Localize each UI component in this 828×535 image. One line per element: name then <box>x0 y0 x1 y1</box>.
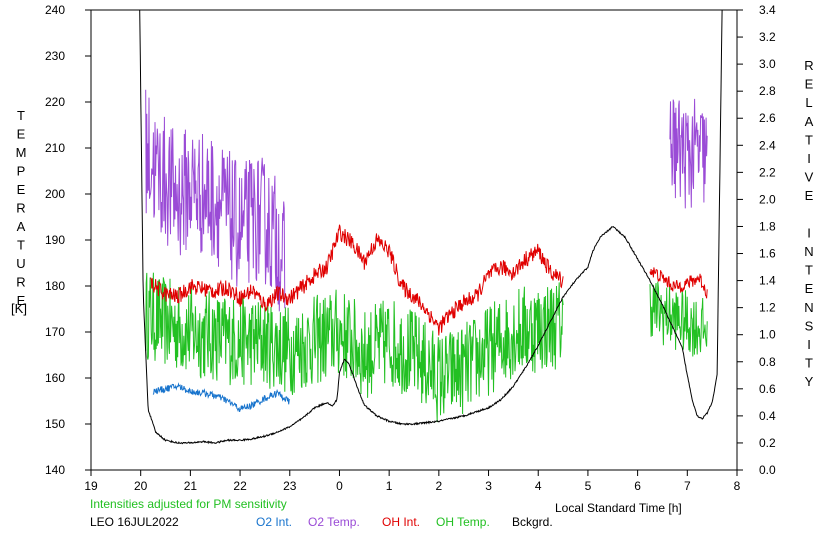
y-right-tick-label: 2.8 <box>759 84 776 98</box>
y-right-title-letter: I <box>807 151 811 166</box>
y-right-tick-label: 0.8 <box>759 355 776 369</box>
y-right-title-letter: T <box>805 263 813 278</box>
series-bckgrd <box>139 9 723 445</box>
y-left-tick-label: 180 <box>45 279 65 293</box>
x-tick-label: 0 <box>336 479 343 493</box>
legend-o2-int: O2 Int. <box>256 515 292 529</box>
y-right-title-letter: Y <box>805 374 814 389</box>
y-right-title-letter: V <box>805 170 814 185</box>
x-tick-label: 20 <box>134 479 148 493</box>
y-right-title-letter: E <box>805 281 814 296</box>
x-tick-label: 5 <box>585 479 592 493</box>
y-right-tick-label: 2.4 <box>759 138 776 152</box>
series-o2-int <box>152 382 291 413</box>
sensitivity-note: Intensities adjusted for PM sensitivity <box>90 497 287 511</box>
legend-bckgrd: Bckgrd. <box>512 515 553 529</box>
x-tick-label: 19 <box>84 479 98 493</box>
y-right-title-letter: S <box>805 318 814 333</box>
y-right-tick-label: 1.8 <box>759 219 776 233</box>
y-right-title-letter: T <box>805 356 813 371</box>
y-left-tick-label: 210 <box>45 141 65 155</box>
y-left-title-letter: E <box>17 182 26 197</box>
y-right-tick-label: 2.6 <box>759 111 776 125</box>
y-right-title-letter: N <box>804 300 813 315</box>
y-right-tick-label: 0.0 <box>759 463 776 477</box>
x-axis-title: Local Standard Time [h] <box>555 501 682 515</box>
x-tick-label: 3 <box>485 479 492 493</box>
y-left-title-letter: R <box>16 275 25 290</box>
series-oh-temp-morning <box>649 281 708 357</box>
y-right-title-letter: L <box>805 95 812 110</box>
y-right-tick-label: 0.2 <box>759 436 776 450</box>
y-right-tick-label: 0.4 <box>759 409 776 423</box>
y-right-tick-label: 2.2 <box>759 165 776 179</box>
y-left-tick-label: 240 <box>45 3 65 17</box>
y-right-title-letter: I <box>807 337 811 352</box>
y-right-tick-label: 3.0 <box>759 57 776 71</box>
x-tick-label: 21 <box>184 479 198 493</box>
y-right-title-letter: E <box>805 77 814 92</box>
y-left-title-unit: [K] <box>11 301 27 316</box>
x-tick-label: 23 <box>283 479 297 493</box>
legend-o2-temp: O2 Temp. <box>308 515 360 529</box>
y-right-tick-label: 1.6 <box>759 247 776 261</box>
axes <box>90 9 738 471</box>
y-left-title-letter: P <box>17 164 26 179</box>
y-right-tick-label: 3.2 <box>759 30 776 44</box>
x-tick-label: 22 <box>233 479 247 493</box>
x-tick-label: 2 <box>436 479 443 493</box>
y-right-tick-label: 3.4 <box>759 3 776 17</box>
x-tick-label: 6 <box>634 479 641 493</box>
y-left-tick-label: 170 <box>45 325 65 339</box>
y-left-title-letter: E <box>17 293 26 308</box>
y-left-tick-label: 220 <box>45 95 65 109</box>
y-right-title-letter: A <box>805 114 814 129</box>
y-left-title-letter: U <box>16 256 25 271</box>
series-oh-int-morning <box>649 267 708 299</box>
y-right-title-letter: N <box>804 244 813 259</box>
y-left-tick-label: 200 <box>45 187 65 201</box>
y-right-tick-label: 1.0 <box>759 328 776 342</box>
y-left-title-letter: T <box>17 108 25 123</box>
y-right-tick-label: 2.0 <box>759 192 776 206</box>
y-left-tick-label: 230 <box>45 49 65 63</box>
y-left-tick-label: 190 <box>45 233 65 247</box>
y-right-tick-label: 1.2 <box>759 301 776 315</box>
y-right-tick-label: 1.4 <box>759 274 776 288</box>
legend-oh-int: OH Int. <box>382 515 420 529</box>
y-left-title-letter: E <box>17 127 26 142</box>
y-right-title-letter: E <box>805 188 814 203</box>
series-oh-int <box>150 224 564 336</box>
series-oh-temp <box>145 272 564 423</box>
y-left-tick-label: 150 <box>45 417 65 431</box>
ticks: 19 20 21 22 23 0 1 2 3 4 5 6 7 8140150160170180190200… <box>45 3 776 493</box>
series-o2-temp <box>145 89 286 312</box>
y-left-title-letter: R <box>16 201 25 216</box>
y-right-title-letter: I <box>807 225 811 240</box>
x-tick-label: 7 <box>684 479 691 493</box>
legend-oh-temp: OH Temp. <box>436 515 490 529</box>
x-tick-label: 8 <box>734 479 741 493</box>
y-left-tick-label: 160 <box>45 371 65 385</box>
y-left-title-letter: A <box>17 219 26 234</box>
x-tick-label: 1 <box>386 479 393 493</box>
y-right-tick-label: 0.6 <box>759 382 776 396</box>
x-tick-label: 4 <box>535 479 542 493</box>
y-left-tick-label: 140 <box>45 463 65 477</box>
y-right-title-letter: R <box>804 58 813 73</box>
y-left-title-letter: M <box>16 145 27 160</box>
series-o2-temp-morning <box>669 98 708 209</box>
series-group <box>139 9 723 445</box>
y-left-title-letter: T <box>17 238 25 253</box>
y-right-title-letter: T <box>805 132 813 147</box>
station-date: LEO 16JUL2022 <box>90 515 179 529</box>
